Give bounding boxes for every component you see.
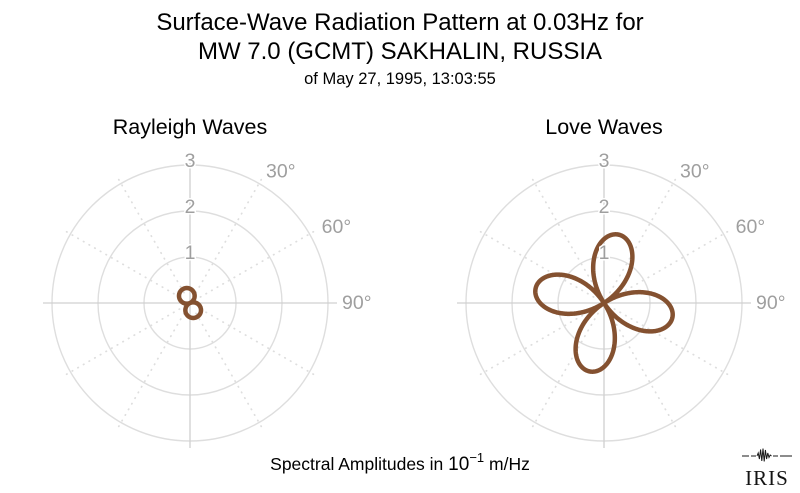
iris-logo-text: IRIS	[745, 466, 789, 490]
r-tick-label: 3	[599, 150, 610, 172]
angle-spoke-dotted	[613, 308, 729, 376]
love-plot-title: Love Waves	[545, 115, 663, 139]
r-tick-label: 1	[599, 242, 610, 264]
radiation-pattern-curve	[176, 285, 204, 321]
angle-spoke-dotted	[613, 230, 729, 298]
angle-spoke-dotted	[199, 230, 315, 298]
rayleigh-plot-title: Rayleigh Waves	[112, 115, 268, 139]
caption-prefix: Spectral Amplitudes in	[270, 453, 444, 474]
caption-exponent: −1	[469, 450, 485, 465]
figure-title-line2: MW 7.0 (GCMT) SAKHALIN, RUSSIA	[197, 38, 603, 65]
units-caption: Spectral Amplitudes in 10−1 m/Hz	[0, 450, 800, 476]
r-tick-label: 2	[185, 196, 196, 218]
angle-spoke-dotted	[199, 308, 315, 376]
caption-base: 10	[448, 453, 470, 475]
angle-tick-label: 90°	[756, 292, 786, 314]
angle-tick-label: 60°	[322, 216, 352, 238]
radiation-pattern-curve	[533, 232, 675, 374]
angle-spoke-dotted	[195, 178, 263, 294]
angle-spoke-dotted	[479, 230, 595, 298]
angle-spoke-dotted	[531, 312, 599, 428]
seismogram-icon	[742, 448, 792, 462]
r-tick-label: 3	[185, 150, 196, 172]
angle-tick-label: 30°	[266, 160, 296, 182]
caption-suffix: m/Hz	[489, 453, 530, 474]
r-tick-label: 1	[185, 242, 196, 264]
angle-tick-label: 30°	[680, 160, 710, 182]
angle-spoke-dotted	[117, 178, 185, 294]
figure-title-line1: Surface-Wave Radiation Pattern at 0.03Hz…	[156, 9, 644, 36]
angle-spoke-dotted	[479, 308, 595, 376]
love-waves-chart: 1 2 3 30° 60° 90°	[457, 149, 786, 448]
angle-spoke-dotted	[117, 312, 185, 428]
angle-spoke-dotted	[65, 308, 181, 376]
rayleigh-waves-chart: 1 2 3 30° 60° 90°	[43, 149, 372, 448]
angle-spoke-dotted	[531, 178, 599, 294]
angle-spoke-dotted	[609, 178, 677, 294]
angle-spoke-dotted	[609, 312, 677, 428]
iris-logo: IRIS	[740, 448, 794, 489]
angle-tick-label: 60°	[736, 216, 766, 238]
angle-spoke-dotted	[195, 312, 263, 428]
r-tick-label: 2	[599, 196, 610, 218]
figure-subtitle: of May 27, 1995, 13:03:55	[304, 70, 496, 88]
angle-spoke-dotted	[65, 230, 181, 298]
angle-tick-label: 90°	[342, 292, 372, 314]
